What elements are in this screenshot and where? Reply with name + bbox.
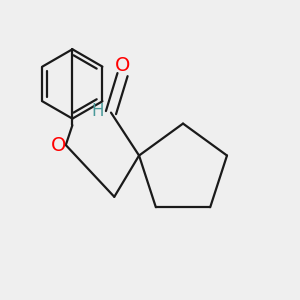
Text: O: O (115, 56, 130, 75)
Text: H: H (92, 102, 104, 120)
Text: O: O (51, 136, 66, 154)
